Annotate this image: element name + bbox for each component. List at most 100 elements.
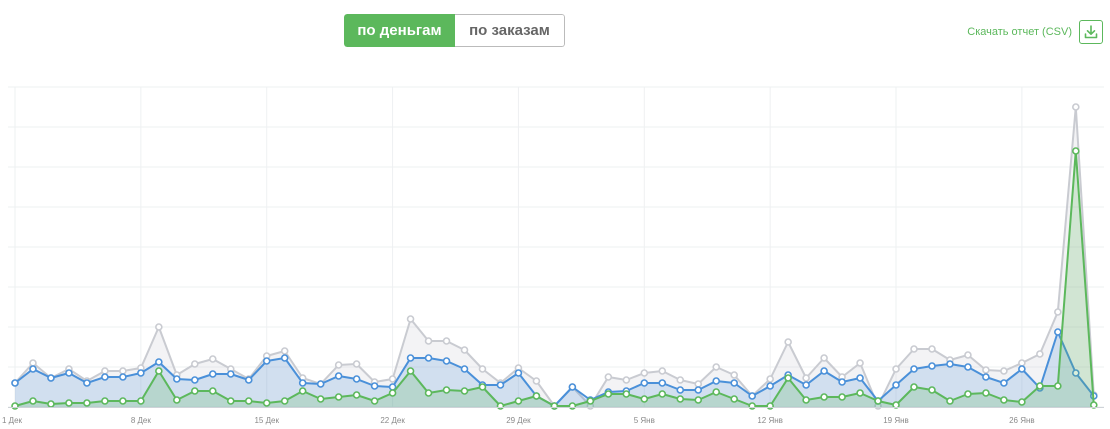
series-total-point (388, 375, 397, 383)
series-green-point (676, 395, 685, 403)
series-green-point (964, 390, 972, 398)
series-green-point (766, 402, 774, 410)
download-csv-link[interactable]: Скачать отчет (CSV) (967, 26, 1072, 38)
series-green-point (478, 383, 487, 391)
by-orders-button[interactable]: по заказам (455, 14, 565, 47)
series-green-point (514, 397, 523, 405)
series-green-point (29, 397, 37, 405)
series-blue-area (15, 332, 1094, 407)
series-green-point (370, 397, 379, 405)
series-total-point (964, 351, 972, 359)
series-total-point (694, 380, 703, 388)
x-tick-label: 29 Дек (506, 416, 531, 425)
series-blue-point (155, 358, 163, 366)
x-tick-label: 8 Дек (131, 416, 152, 425)
series-blue-point (928, 362, 936, 370)
series-blue-point (1018, 365, 1026, 373)
series-blue-point (658, 379, 667, 387)
series-green-point (388, 389, 397, 397)
series-green-point (1000, 396, 1008, 404)
series-blue-point (856, 374, 864, 382)
series-total-point (424, 337, 433, 345)
series-total-area (15, 107, 1094, 407)
series-blue-point (640, 379, 649, 387)
series-total-point (352, 360, 361, 368)
series-total-point (622, 376, 631, 384)
series-total-point (892, 365, 900, 373)
download-icon[interactable] (1079, 20, 1103, 44)
series-blue-point (298, 379, 307, 387)
x-tick-label: 15 Дек (254, 416, 279, 425)
series-total-point (334, 361, 343, 369)
x-tick-label: 19 Янв (883, 416, 909, 425)
series-blue-point (946, 360, 954, 368)
series-blue-point (712, 377, 721, 385)
series-blue-point (982, 373, 990, 381)
series-green-point (568, 402, 577, 410)
series-total-point (1072, 103, 1080, 111)
series-green-point (11, 402, 19, 410)
series-green-point (406, 367, 415, 375)
series-green-point (550, 402, 559, 410)
series-blue-point (262, 357, 271, 365)
series-total-point (406, 315, 415, 323)
series-blue-point (838, 378, 846, 386)
series-blue-point (514, 369, 523, 377)
series-green-point (946, 397, 954, 405)
series-total-point (604, 373, 613, 381)
series-blue-point (730, 379, 739, 387)
series-blue-point (802, 381, 810, 389)
series-blue-point (208, 370, 217, 378)
series-green-point (640, 395, 649, 403)
series-blue-point (964, 363, 972, 371)
series-blue-point (1054, 328, 1062, 336)
series-total-point (442, 337, 451, 345)
by-money-button[interactable]: по деньгам (344, 14, 455, 47)
series-green-point (856, 389, 864, 397)
download-csv: Скачать отчет (CSV) (967, 20, 1103, 44)
series-total-point (784, 338, 792, 346)
series-blue-point (424, 354, 433, 362)
series-green-point (694, 396, 703, 404)
series-total-point (208, 355, 217, 363)
series-total-point (1036, 350, 1044, 358)
x-tick-label: 12 Янв (757, 416, 783, 425)
series-total-point (280, 347, 289, 355)
series-blue-point (101, 373, 109, 381)
series-green-point (352, 391, 361, 399)
series-green-point (442, 386, 451, 394)
series-blue-point (244, 376, 253, 384)
series-green-point (119, 397, 127, 405)
series-blue-point (496, 381, 505, 389)
metric-toggle: по деньгам по заказам (344, 14, 565, 47)
series-blue-point (1072, 369, 1080, 377)
series-blue-point (173, 375, 181, 383)
series-blue-point (119, 373, 127, 381)
series-green-point (910, 383, 918, 391)
series-green-point (712, 388, 721, 396)
series-green-point (173, 396, 181, 404)
series-green-point (784, 374, 792, 382)
series-green-point (802, 396, 810, 404)
series-green-point (334, 393, 343, 401)
series-green-point (244, 397, 253, 405)
series-total-point (101, 367, 109, 375)
series-green-point (838, 393, 846, 401)
series-blue-point (352, 375, 361, 383)
series-total-point (155, 323, 163, 331)
series-green-point (658, 390, 667, 398)
series-green-point (191, 387, 199, 395)
series-total-point (910, 345, 918, 353)
series-total-point (478, 365, 487, 373)
series-green-point (262, 399, 271, 407)
series-total-point (766, 375, 774, 383)
series-total-point (676, 376, 685, 384)
series-total-point (658, 367, 667, 375)
series-green-point (226, 397, 235, 405)
series-blue-point (65, 369, 73, 377)
series-blue-point (460, 365, 469, 373)
series-green-point (1018, 398, 1026, 406)
series-total-point (928, 345, 936, 353)
series-green-point (47, 400, 55, 408)
